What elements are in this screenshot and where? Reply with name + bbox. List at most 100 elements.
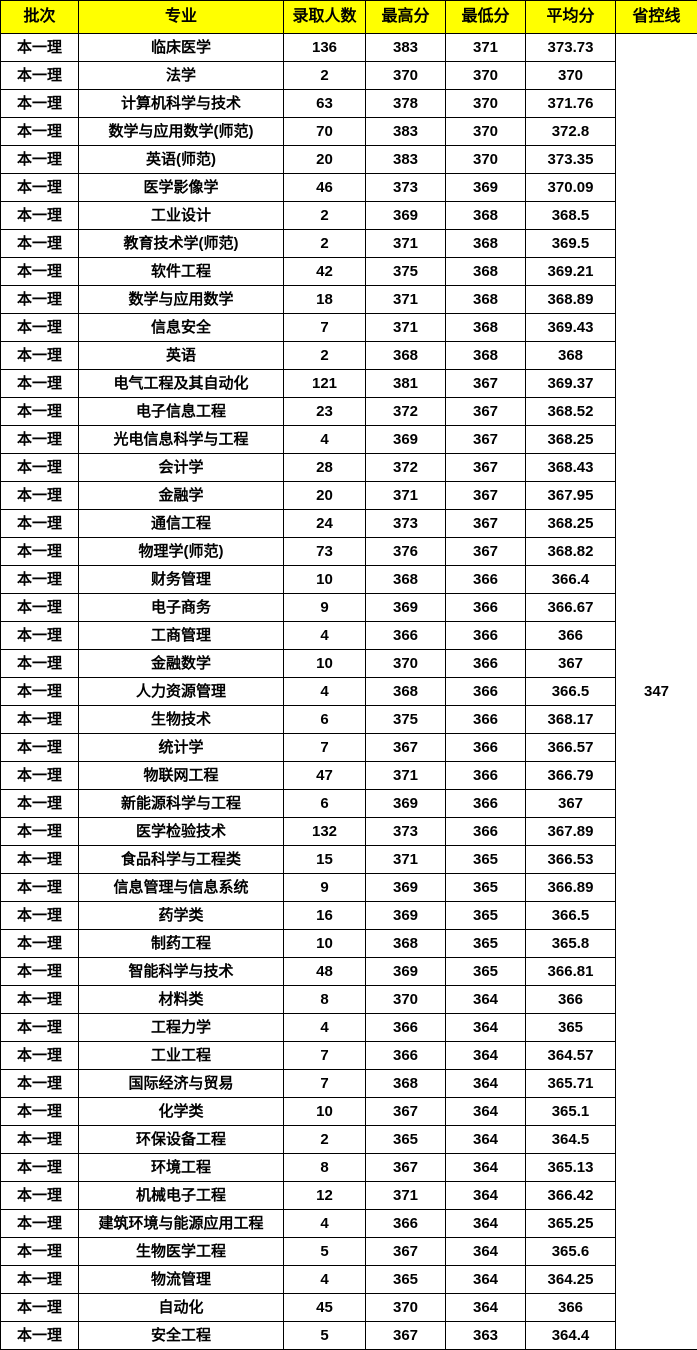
table-row: 本一理环境工程8367364365.13: [1, 1154, 697, 1182]
cell-count: 5: [284, 1238, 366, 1266]
cell-min: 367: [446, 398, 526, 426]
cell-batch: 本一理: [1, 1238, 79, 1266]
table-row: 本一理数学与应用数学18371368368.89: [1, 286, 697, 314]
cell-batch: 本一理: [1, 342, 79, 370]
cell-count: 28: [284, 454, 366, 482]
table-row: 本一理通信工程24373367368.25: [1, 510, 697, 538]
table-row: 本一理生物医学工程5367364365.6: [1, 1238, 697, 1266]
cell-avg: 364.5: [526, 1126, 616, 1154]
cell-max: 370: [366, 650, 446, 678]
table-row: 本一理电气工程及其自动化121381367369.37: [1, 370, 697, 398]
cell-batch: 本一理: [1, 286, 79, 314]
cell-max: 369: [366, 426, 446, 454]
cell-batch: 本一理: [1, 762, 79, 790]
cell-batch: 本一理: [1, 398, 79, 426]
cell-major: 工业设计: [79, 202, 284, 230]
cell-major: 信息管理与信息系统: [79, 874, 284, 902]
table-row: 本一理医学影像学46373369370.09: [1, 174, 697, 202]
cell-min: 365: [446, 958, 526, 986]
cell-batch: 本一理: [1, 202, 79, 230]
cell-min: 366: [446, 790, 526, 818]
cell-major: 软件工程: [79, 258, 284, 286]
cell-avg: 373.35: [526, 146, 616, 174]
cell-batch: 本一理: [1, 454, 79, 482]
cell-avg: 365.13: [526, 1154, 616, 1182]
cell-min: 364: [446, 1014, 526, 1042]
cell-batch: 本一理: [1, 370, 79, 398]
header-avg: 平均分: [526, 1, 616, 34]
cell-min: 364: [446, 1070, 526, 1098]
cell-max: 368: [366, 930, 446, 958]
cell-count: 45: [284, 1294, 366, 1322]
table-row: 本一理智能科学与技术48369365366.81: [1, 958, 697, 986]
cell-batch: 本一理: [1, 314, 79, 342]
cell-major: 工业工程: [79, 1042, 284, 1070]
cell-count: 73: [284, 538, 366, 566]
cell-major: 物联网工程: [79, 762, 284, 790]
cell-count: 7: [284, 314, 366, 342]
cell-batch: 本一理: [1, 958, 79, 986]
cell-count: 2: [284, 230, 366, 258]
table-row: 本一理物理学(师范)73376367368.82: [1, 538, 697, 566]
cell-major: 财务管理: [79, 566, 284, 594]
cell-avg: 369.5: [526, 230, 616, 258]
cell-major: 英语: [79, 342, 284, 370]
cell-max: 366: [366, 1014, 446, 1042]
cell-count: 23: [284, 398, 366, 426]
cell-count: 10: [284, 650, 366, 678]
cell-count: 6: [284, 790, 366, 818]
cell-major: 会计学: [79, 454, 284, 482]
cell-batch: 本一理: [1, 902, 79, 930]
table-row: 本一理物联网工程47371366366.79: [1, 762, 697, 790]
cell-min: 365: [446, 874, 526, 902]
cell-min: 364: [446, 1294, 526, 1322]
header-max: 最高分: [366, 1, 446, 34]
cell-max: 368: [366, 678, 446, 706]
cell-major: 数学与应用数学: [79, 286, 284, 314]
cell-min: 366: [446, 566, 526, 594]
cell-avg: 372.8: [526, 118, 616, 146]
cell-min: 368: [446, 286, 526, 314]
cell-min: 366: [446, 622, 526, 650]
cell-count: 5: [284, 1322, 366, 1350]
cell-major: 电子商务: [79, 594, 284, 622]
cell-avg: 365.71: [526, 1070, 616, 1098]
cell-max: 367: [366, 734, 446, 762]
cell-major: 材料类: [79, 986, 284, 1014]
cell-avg: 368.25: [526, 426, 616, 454]
cell-max: 369: [366, 594, 446, 622]
cell-avg: 367.89: [526, 818, 616, 846]
cell-max: 367: [366, 1154, 446, 1182]
cell-count: 4: [284, 622, 366, 650]
cell-avg: 368.52: [526, 398, 616, 426]
cell-max: 383: [366, 146, 446, 174]
cell-count: 70: [284, 118, 366, 146]
cell-avg: 373.73: [526, 34, 616, 62]
cell-batch: 本一理: [1, 1070, 79, 1098]
cell-avg: 366.67: [526, 594, 616, 622]
cell-max: 370: [366, 986, 446, 1014]
cell-batch: 本一理: [1, 846, 79, 874]
cell-major: 电气工程及其自动化: [79, 370, 284, 398]
cell-count: 10: [284, 930, 366, 958]
cell-avg: 366.5: [526, 902, 616, 930]
cell-min: 370: [446, 146, 526, 174]
table-row: 本一理工商管理4366366366: [1, 622, 697, 650]
cell-max: 372: [366, 454, 446, 482]
cell-major: 工程力学: [79, 1014, 284, 1042]
cell-max: 371: [366, 846, 446, 874]
cell-batch: 本一理: [1, 1182, 79, 1210]
table-row: 本一理教育技术学(师范)2371368369.5: [1, 230, 697, 258]
cell-min: 371: [446, 34, 526, 62]
cell-major: 人力资源管理: [79, 678, 284, 706]
cell-count: 46: [284, 174, 366, 202]
cell-major: 环境工程: [79, 1154, 284, 1182]
cell-major: 金融数学: [79, 650, 284, 678]
cell-max: 370: [366, 62, 446, 90]
cell-avg: 369.21: [526, 258, 616, 286]
cell-avg: 366.4: [526, 566, 616, 594]
cell-batch: 本一理: [1, 510, 79, 538]
cell-min: 370: [446, 118, 526, 146]
cell-min: 368: [446, 258, 526, 286]
table-row: 本一理信息管理与信息系统9369365366.89: [1, 874, 697, 902]
